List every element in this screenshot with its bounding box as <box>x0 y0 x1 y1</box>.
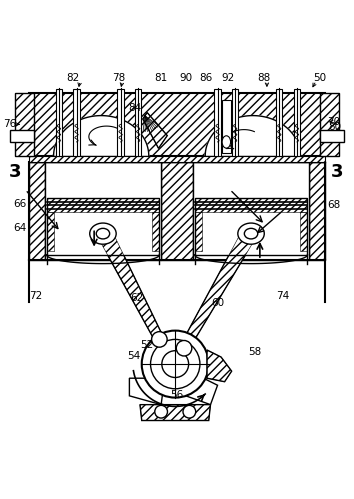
Text: 64: 64 <box>13 224 27 234</box>
Text: 66: 66 <box>13 199 27 209</box>
Polygon shape <box>320 93 339 156</box>
Polygon shape <box>222 100 230 153</box>
Text: 50: 50 <box>313 73 326 83</box>
Text: 3: 3 <box>331 163 344 181</box>
Polygon shape <box>140 405 211 421</box>
Circle shape <box>176 340 192 356</box>
Ellipse shape <box>244 229 258 239</box>
Polygon shape <box>118 89 124 156</box>
Text: Фиг. 2: Фиг. 2 <box>153 411 201 424</box>
Polygon shape <box>207 350 232 382</box>
Circle shape <box>150 339 200 389</box>
Polygon shape <box>29 156 325 162</box>
Text: 68: 68 <box>327 201 341 211</box>
Polygon shape <box>215 89 221 156</box>
Text: 78: 78 <box>112 73 125 83</box>
Polygon shape <box>56 89 62 156</box>
Text: 54: 54 <box>127 351 141 361</box>
Text: 76: 76 <box>3 119 16 129</box>
Ellipse shape <box>96 229 110 239</box>
Polygon shape <box>15 93 34 156</box>
Ellipse shape <box>90 223 116 244</box>
Text: 86: 86 <box>200 73 213 83</box>
Polygon shape <box>45 162 161 260</box>
Text: 70: 70 <box>327 117 341 127</box>
Polygon shape <box>53 116 149 156</box>
Circle shape <box>183 405 196 418</box>
Polygon shape <box>186 378 218 405</box>
Text: 81: 81 <box>154 73 168 83</box>
Polygon shape <box>294 89 300 156</box>
Text: 84: 84 <box>128 103 141 113</box>
Ellipse shape <box>222 136 230 148</box>
Text: 88: 88 <box>257 73 270 83</box>
Text: 52: 52 <box>141 340 154 350</box>
Text: 90: 90 <box>179 73 192 83</box>
Text: 72: 72 <box>29 291 42 301</box>
Text: 60: 60 <box>211 298 224 308</box>
Polygon shape <box>29 93 325 156</box>
Circle shape <box>142 331 209 398</box>
Polygon shape <box>135 89 141 156</box>
Text: 74: 74 <box>276 291 290 301</box>
Circle shape <box>152 332 167 347</box>
Polygon shape <box>130 378 165 405</box>
Text: 58: 58 <box>248 347 261 357</box>
Text: 62: 62 <box>130 293 143 303</box>
Text: 92: 92 <box>222 73 235 83</box>
Polygon shape <box>276 89 282 156</box>
Polygon shape <box>98 230 164 341</box>
Ellipse shape <box>238 223 264 244</box>
Polygon shape <box>143 113 167 148</box>
Text: 56: 56 <box>170 390 184 400</box>
Polygon shape <box>73 89 80 156</box>
Polygon shape <box>180 230 256 350</box>
Polygon shape <box>193 162 309 260</box>
Polygon shape <box>205 116 301 156</box>
Polygon shape <box>320 130 344 142</box>
Text: 80: 80 <box>329 122 342 133</box>
Polygon shape <box>232 89 238 156</box>
Polygon shape <box>195 199 308 255</box>
Polygon shape <box>10 130 34 142</box>
Circle shape <box>155 405 167 418</box>
Polygon shape <box>46 199 159 255</box>
Text: 82: 82 <box>66 73 80 83</box>
Text: 3: 3 <box>8 163 21 181</box>
Circle shape <box>162 351 189 378</box>
